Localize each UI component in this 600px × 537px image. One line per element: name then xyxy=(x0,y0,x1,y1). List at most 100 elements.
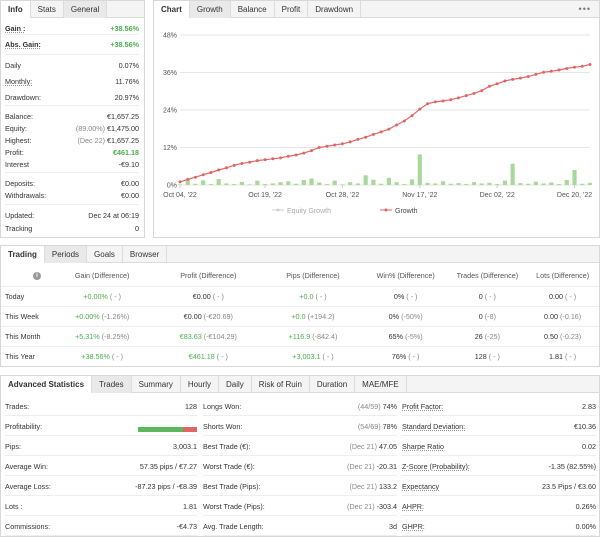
tab-info[interactable]: Info xyxy=(1,1,31,18)
period-cell-lots: 0.00 ( - ) xyxy=(526,292,599,301)
info-row: Monthly: 11.76% xyxy=(5,76,139,88)
tab-trading[interactable]: Trading xyxy=(1,246,45,263)
tab-chart[interactable]: Chart xyxy=(154,1,190,18)
tab-trades[interactable]: Trades xyxy=(92,376,132,393)
period-difference: (-1.26%) xyxy=(101,312,130,321)
period-cell-gain: +0.00% ( - ) xyxy=(51,292,154,301)
stat-value-wrap: 3d xyxy=(389,518,397,535)
tab-periods[interactable]: Periods xyxy=(44,246,88,263)
period-value: +38.56% xyxy=(81,352,110,361)
growth-point xyxy=(379,130,383,134)
legend-equity-label: Equity Growth xyxy=(287,208,331,215)
info-row-value: +38.56% xyxy=(110,40,139,49)
period-cell-win: 76% ( - ) xyxy=(363,352,449,361)
period-difference: (-50%) xyxy=(401,312,423,321)
more-dots-icon[interactable]: ••• xyxy=(578,4,591,14)
stat-label: Profit Factor: xyxy=(402,402,444,411)
info-icon[interactable]: i xyxy=(33,272,41,280)
info-row: Interest -€9.10 xyxy=(5,159,139,171)
period-label: This Week xyxy=(5,312,39,321)
equity-growth-bar xyxy=(386,177,391,185)
stat-label: Standard Deviation: xyxy=(402,422,466,431)
tab-profit[interactable]: Profit xyxy=(275,1,309,18)
period-difference: (-0.23) xyxy=(560,332,582,341)
period-difference: ( - ) xyxy=(565,352,577,361)
stat-value-wrap: 57.35 pips / €7.27 xyxy=(140,458,197,475)
tab-mae-mfe[interactable]: MAE/MFE xyxy=(355,376,407,393)
tab-summary[interactable]: Summary xyxy=(132,376,181,393)
stat-row: AHPR: 0.26% xyxy=(402,498,596,516)
tab-growth[interactable]: Growth xyxy=(189,1,231,18)
stat-row: Pips: 3,003.1 xyxy=(5,438,197,456)
stat-label: Commissions: xyxy=(5,522,51,531)
stat-label: Trades: xyxy=(5,402,30,411)
growth-point xyxy=(317,146,321,149)
info-row: Withdrawals: €0.00 xyxy=(5,190,139,202)
stat-row: Longs Won: (44/59) 74% xyxy=(203,398,397,416)
header-info-cell: i xyxy=(1,270,51,280)
period-row: Today +0.00% ( - ) €0.00 ( - ) +0.0 ( - ) 0%… xyxy=(1,286,599,306)
info-row-value: 11.76% xyxy=(115,77,139,86)
legend-equity-marker xyxy=(276,208,280,212)
info-row-label: Tracking xyxy=(5,224,33,233)
info-row-label: Abs. Gain: xyxy=(5,40,41,49)
stat-value-wrap: 1.81 xyxy=(183,498,197,515)
equity-growth-bar xyxy=(270,183,275,185)
stat-row: Trades: 128 xyxy=(5,398,197,416)
tab-duration[interactable]: Duration xyxy=(310,376,356,393)
tab-browser[interactable]: Browser xyxy=(123,246,168,263)
equity-growth-bar xyxy=(348,182,353,185)
info-row: Tracking 0 xyxy=(5,223,139,235)
stat-row: Avg. Trade Length: 3d xyxy=(203,518,397,536)
growth-point xyxy=(511,77,515,81)
period-value: +0.00% xyxy=(83,292,108,301)
trading-panel: Trading Periods Goals Browser i Gain (Di… xyxy=(0,245,600,367)
info-divider xyxy=(5,54,139,55)
period-difference: (-8) xyxy=(484,312,496,321)
equity-growth-bar xyxy=(317,182,322,185)
info-divider xyxy=(5,172,139,173)
equity-growth-bar xyxy=(402,184,407,185)
legend-growth-marker xyxy=(384,208,388,212)
growth-point xyxy=(395,123,399,127)
period-value: €0.00 xyxy=(192,292,211,301)
growth-point xyxy=(549,69,553,73)
equity-growth-bar xyxy=(502,180,507,185)
x-tick-label: Oct 04, '22 xyxy=(163,192,197,199)
growth-point xyxy=(588,63,592,66)
tab-hourly[interactable]: Hourly xyxy=(181,376,219,393)
header-win: Win% (Difference) xyxy=(376,270,435,280)
growth-point xyxy=(387,127,391,131)
stat-row: Best Trade (Pips): (Dec 21) 133.2 xyxy=(203,478,397,496)
y-tick-label: 24% xyxy=(163,108,177,115)
stat-value-wrap: €10.36 xyxy=(574,418,596,435)
period-difference: (-€104.29) xyxy=(203,332,237,341)
stat-value: 0.00% xyxy=(575,522,596,531)
stat-value: 74% xyxy=(382,402,397,411)
info-panel: Info Stats General Gain : +38.56% Abs. Gai… xyxy=(0,0,145,238)
equity-growth-bar xyxy=(340,184,345,185)
tab-risk-of-ruin[interactable]: Risk of Ruin xyxy=(252,376,310,393)
tab-advanced-statistics[interactable]: Advanced Statistics xyxy=(1,376,93,393)
growth-point xyxy=(325,144,329,148)
stat-label: Profitability: xyxy=(5,422,43,431)
period-value: +0.0 xyxy=(291,312,306,321)
growth-point xyxy=(178,180,182,184)
tab-drawdown[interactable]: Drawdown xyxy=(308,1,362,18)
tab-balance[interactable]: Balance xyxy=(231,1,275,18)
period-cell-profit: €0.00 (-€20.69) xyxy=(154,312,264,321)
growth-point xyxy=(371,132,375,136)
equity-growth-bar xyxy=(371,179,376,185)
tab-goals[interactable]: Goals xyxy=(87,246,123,263)
x-tick-label: Dec 02, '22 xyxy=(480,192,515,199)
stat-row: Best Trade (€): (Dec 21) 47.05 xyxy=(203,438,397,456)
info-row-label: Gain : xyxy=(5,24,26,33)
tab-stats[interactable]: Stats xyxy=(31,1,64,18)
tab-general[interactable]: General xyxy=(63,1,108,18)
period-difference: ( - ) xyxy=(109,292,122,301)
tab-daily[interactable]: Daily xyxy=(219,376,252,393)
period-difference: ( - ) xyxy=(212,292,224,301)
info-tabs: Info Stats General xyxy=(1,1,144,18)
growth-point xyxy=(286,154,290,158)
info-row-sub: (89.00%) xyxy=(75,124,106,133)
